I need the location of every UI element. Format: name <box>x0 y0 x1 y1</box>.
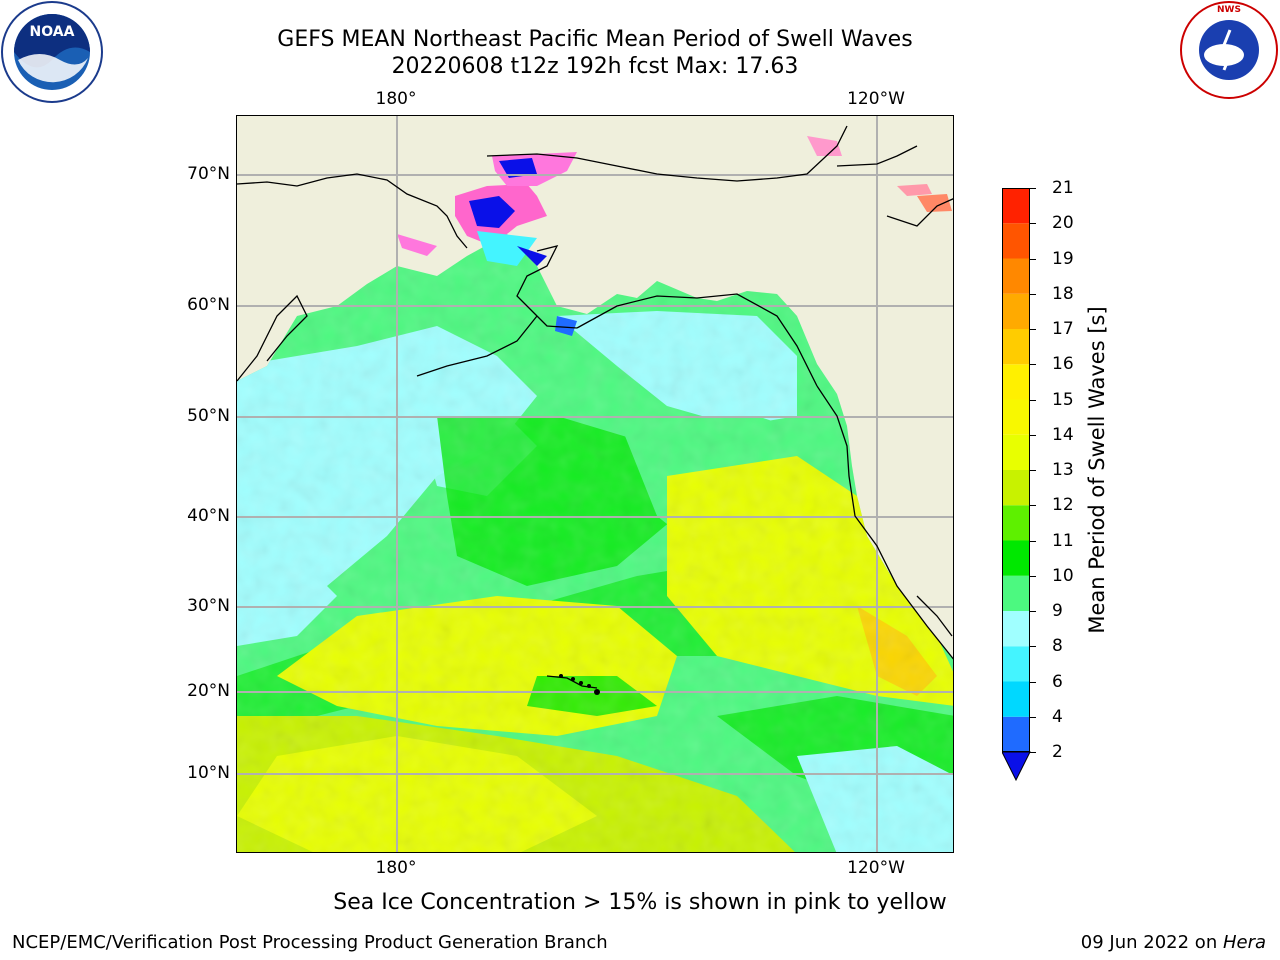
colorbar-tick-mark <box>1030 434 1036 436</box>
colorbar-segment <box>1002 575 1030 611</box>
colorbar-outline <box>1002 188 1030 752</box>
colorbar-tick-label: 13 <box>1052 460 1074 480</box>
chart-subtitle: 20220608 t12z 192h fcst Max: 17.63 <box>391 54 799 79</box>
colorbar-tick-mark <box>1030 646 1036 648</box>
chart-title: GEFS MEAN Northeast Pacific Mean Period … <box>277 27 913 52</box>
colorbar-tick-label: 11 <box>1052 530 1074 551</box>
colorbar-tick-mark <box>1030 293 1036 295</box>
colorbar-segment <box>1002 399 1030 435</box>
lat-tick-60n: 60°N <box>187 295 230 315</box>
lat-tick-30n: 30°N <box>187 596 230 616</box>
colorbar-segment <box>1002 716 1030 752</box>
colorbar-segment <box>1002 258 1030 294</box>
lat-tick-70n: 70°N <box>187 164 230 184</box>
colorbar-segment <box>1002 364 1030 400</box>
colorbar-tick-mark <box>1030 681 1036 683</box>
nws-logo: NWS <box>1180 1 1278 99</box>
colorbar-tick-mark <box>1030 223 1036 225</box>
noaa-logo-text: NOAA <box>30 24 75 40</box>
colorbar-segment <box>1002 188 1030 224</box>
footer-host: Hera <box>1222 932 1266 953</box>
colorbar-segment <box>1002 434 1030 470</box>
colorbar-segment <box>1002 505 1030 541</box>
colorbar-tick-label: 19 <box>1052 248 1074 269</box>
colorbar-segment <box>1002 293 1030 329</box>
sea-ice-note: Sea Ice Concentration > 15% is shown in … <box>333 890 947 915</box>
swell-period-field <box>237 234 953 852</box>
colorbar-tick-label: 4 <box>1052 706 1063 727</box>
svg-text:NWS: NWS <box>1217 5 1241 15</box>
colorbar-segment <box>1002 681 1030 717</box>
colorbar-tick-mark <box>1030 540 1036 542</box>
colorbar-tick-label: 6 <box>1052 671 1063 692</box>
lat-tick-20n: 20°N <box>187 681 230 701</box>
lon-tick-bottom-120w: 120°W <box>847 858 905 878</box>
hawaii-islands <box>559 674 600 695</box>
colorbar-tick-mark <box>1030 329 1036 330</box>
colorbar-tick-label: 17 <box>1052 319 1074 339</box>
lat-tick-40n: 40°N <box>187 506 230 526</box>
colorbar-tick-mark <box>1030 364 1036 366</box>
colorbar-tick-mark <box>1030 611 1036 612</box>
colorbar-tick-label: 2 <box>1052 742 1063 762</box>
colorbar-tick-label: 12 <box>1052 495 1074 516</box>
colorbar-label: Mean Period of Swell Waves [s] <box>1085 306 1109 634</box>
sea-ice <box>397 136 952 336</box>
colorbar-tick-mark <box>1030 716 1036 718</box>
lon-tick-top-180: 180° <box>375 89 417 109</box>
map-svg <box>237 116 953 852</box>
colorbar-tick-label: 18 <box>1052 283 1074 304</box>
coastlines <box>237 125 953 689</box>
colorbar-tick-label: 16 <box>1052 354 1074 375</box>
colorbar-extend-arrow <box>1002 751 1031 782</box>
colorbar-segment <box>1002 611 1030 647</box>
noaa-logo: NOAA <box>1 1 103 103</box>
colorbar-tick-label: 15 <box>1052 389 1074 410</box>
colorbar-tick-mark <box>1030 470 1036 471</box>
colorbar-tick-mark <box>1030 505 1036 507</box>
footer-date: 09 Jun 2022 on Hera <box>1081 932 1266 953</box>
colorbar-segment <box>1002 223 1030 259</box>
colorbar-segment <box>1002 470 1030 506</box>
colorbar-tick-label: 20 <box>1052 213 1074 234</box>
colorbar-tick-label: 8 <box>1052 636 1063 657</box>
footer-date-text: 09 Jun 2022 on <box>1080 932 1223 953</box>
map-panel <box>236 115 954 853</box>
colorbar-segment <box>1002 540 1030 576</box>
colorbar-tick-mark <box>1030 399 1036 401</box>
colorbar-tick-mark <box>1030 258 1036 260</box>
lon-tick-bottom-180: 180° <box>375 858 417 878</box>
colorbar-tick-mark <box>1030 575 1036 577</box>
lon-tick-top-120w: 120°W <box>847 89 905 109</box>
colorbar <box>1002 188 1031 782</box>
lat-tick-10n: 10°N <box>187 763 230 783</box>
colorbar-tick-mark <box>1030 752 1036 753</box>
colorbar-tick-label: 14 <box>1052 424 1074 445</box>
colorbar-tick-label: 21 <box>1052 178 1074 198</box>
footer-credit: NCEP/EMC/Verification Post Processing Pr… <box>12 932 608 953</box>
colorbar-tick-label: 10 <box>1052 565 1074 586</box>
colorbar-tick-mark <box>1030 188 1036 189</box>
colorbar-segment <box>1002 329 1030 365</box>
colorbar-segment <box>1002 646 1030 682</box>
colorbar-tick-label: 9 <box>1052 601 1063 621</box>
lat-tick-50n: 50°N <box>187 406 230 426</box>
